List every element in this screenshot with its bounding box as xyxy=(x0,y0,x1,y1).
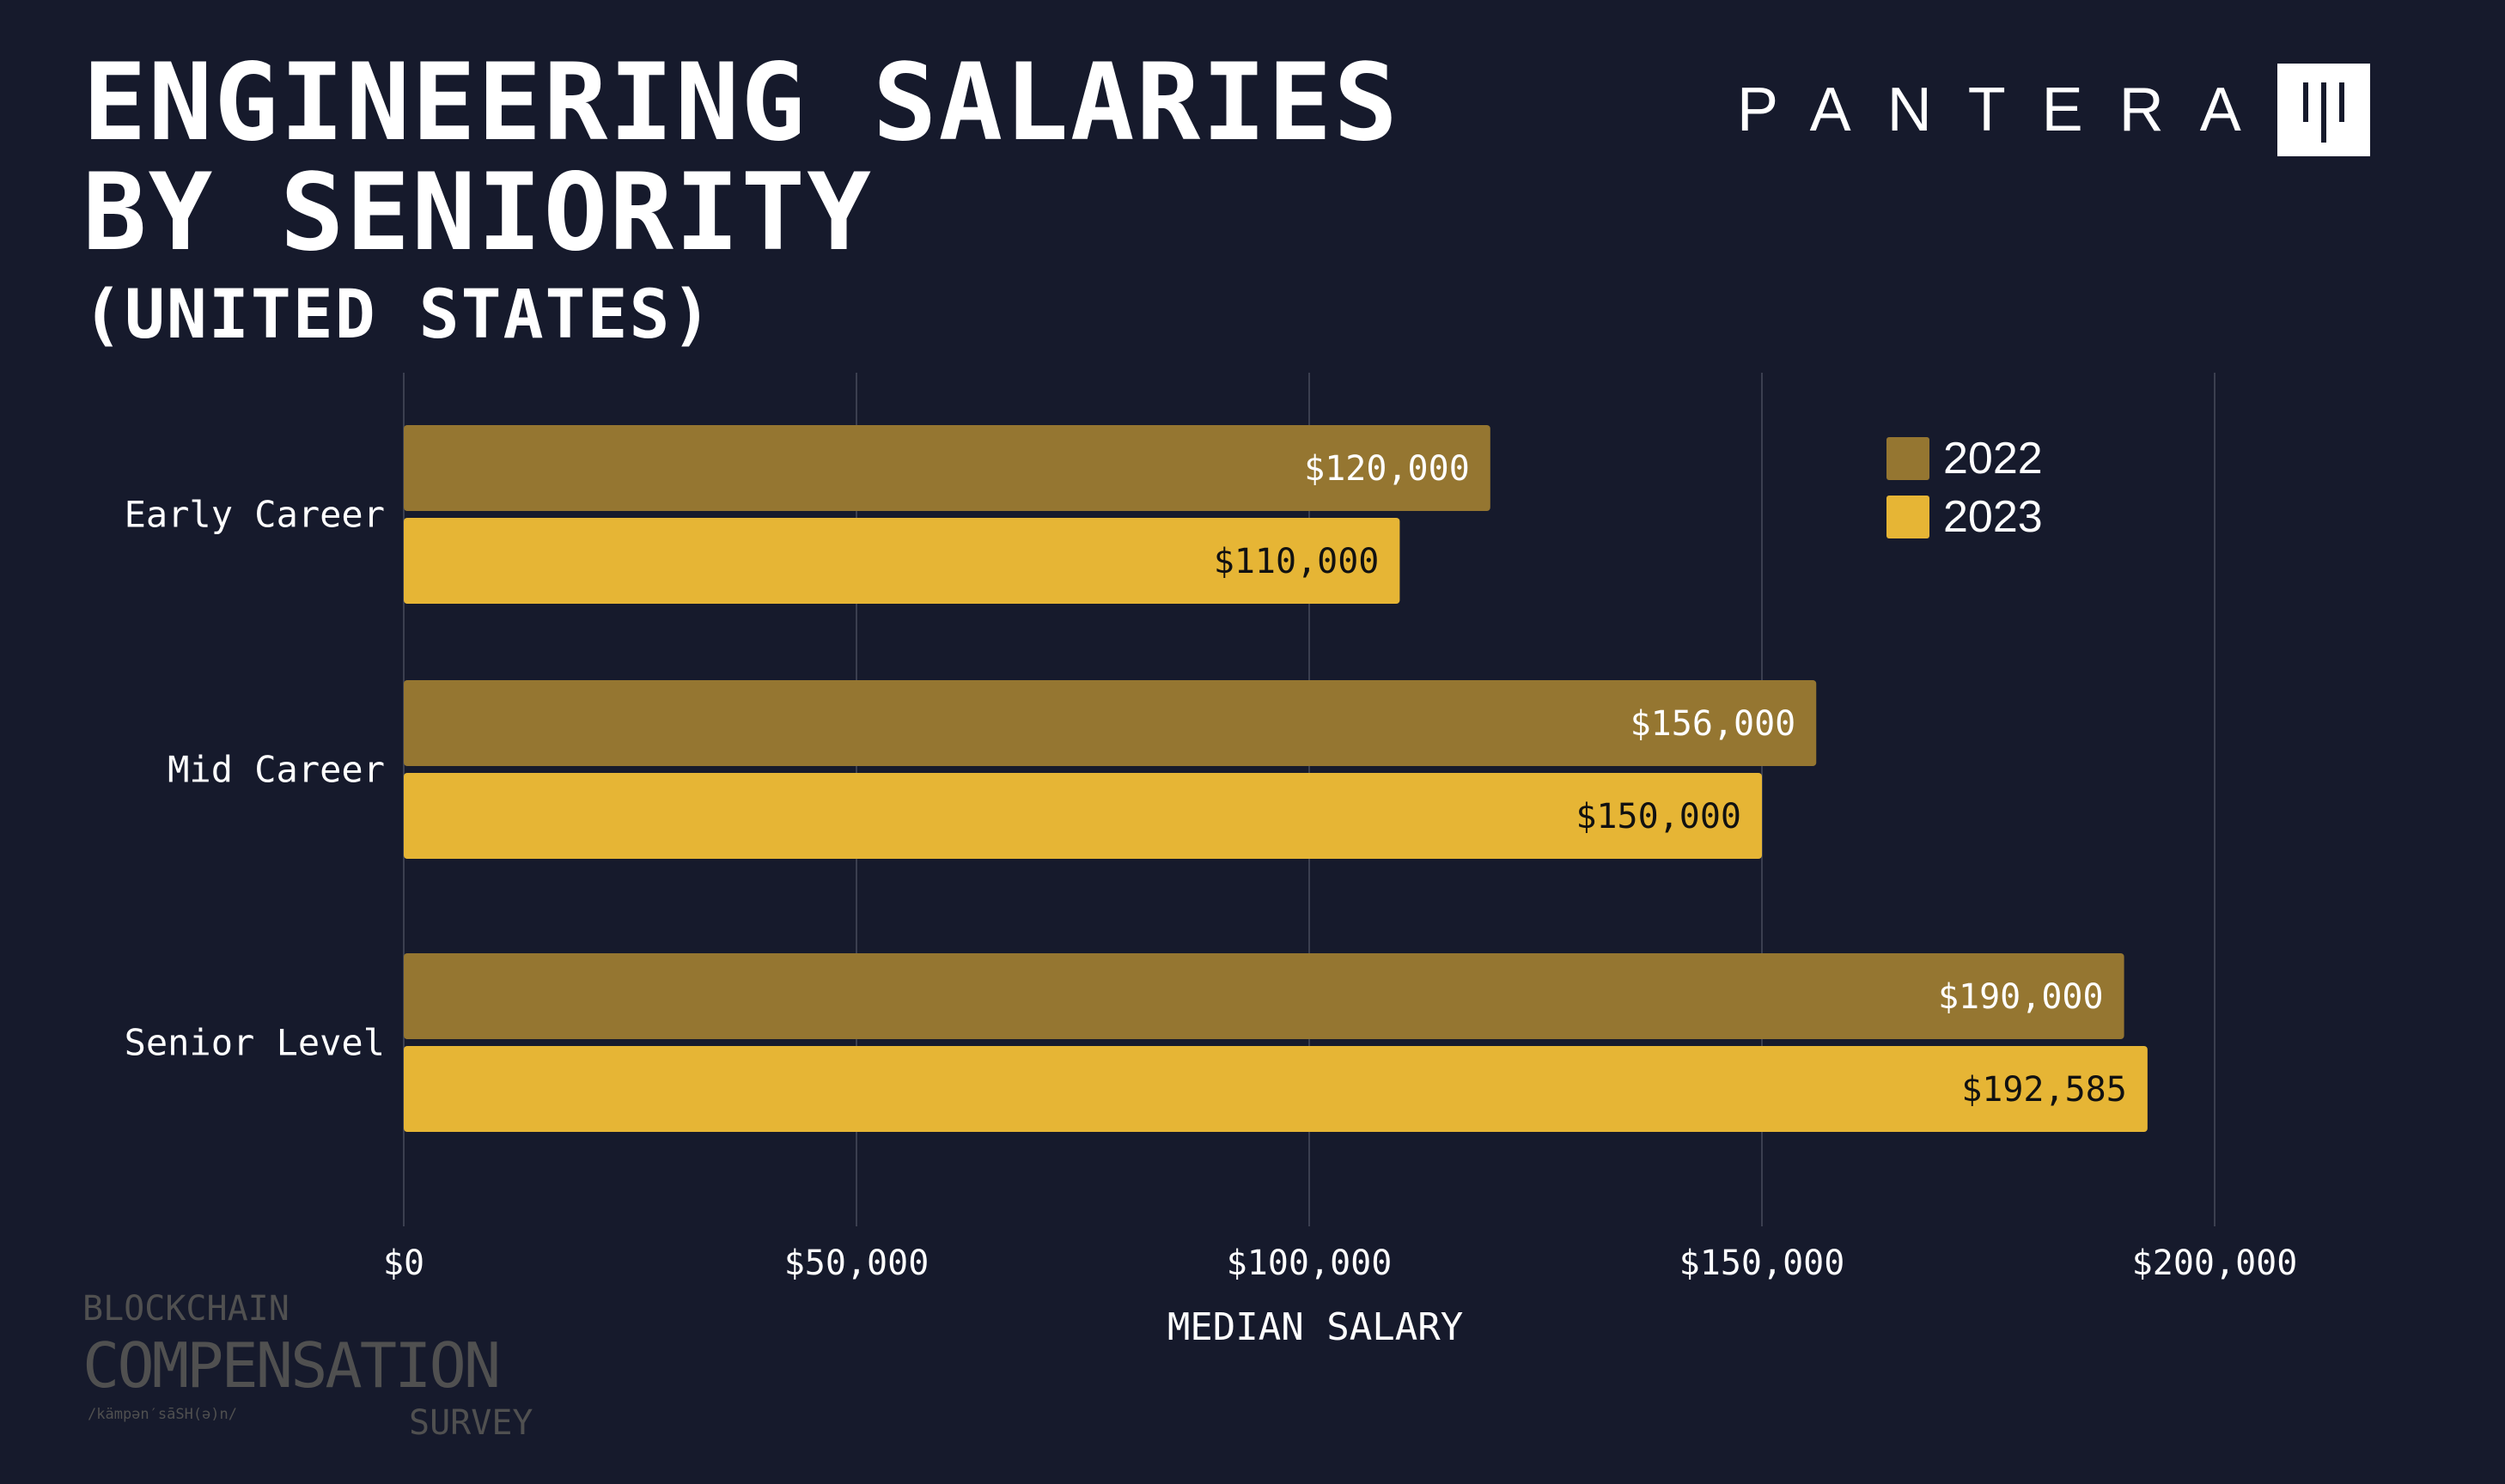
bar-value-label: $120,000 xyxy=(1304,449,1470,489)
category-label: Senior Level xyxy=(124,1021,385,1064)
bar-2022 xyxy=(404,425,1490,511)
bar-value-label: $150,000 xyxy=(1576,797,1741,836)
legend-swatch-2023 xyxy=(1886,496,1929,538)
survey-watermark: BLOCKCHAIN COMPENSATION /kämpən′sāSH(ə)n… xyxy=(82,1288,533,1443)
x-tick-label: $100,000 xyxy=(1226,1244,1393,1283)
x-axis-label: MEDIAN SALARY xyxy=(1167,1305,1464,1349)
category-label: Early Career xyxy=(124,493,385,536)
title-line-2: BY SENIORITY xyxy=(82,151,873,275)
bar-2023 xyxy=(404,1046,2148,1132)
bar-2022 xyxy=(404,680,1817,766)
bar-2023 xyxy=(404,773,1762,859)
watermark-survey: SURVEY xyxy=(409,1403,533,1443)
legend-label-2022: 2022 xyxy=(1943,434,2043,484)
pantera-logo: PANTERA xyxy=(1737,62,2370,158)
legend-swatch-2022 xyxy=(1886,437,1929,480)
title-line-1: ENGINEERING SALARIES xyxy=(82,41,1400,165)
bar-2022 xyxy=(404,953,2124,1039)
x-tick-label: $200,000 xyxy=(2131,1244,2298,1283)
logo-text: PANTERA xyxy=(1737,76,2277,144)
x-tick-label: $0 xyxy=(382,1244,425,1283)
chart-subtitle: (UNITED STATES) xyxy=(82,277,714,354)
pantera-mark-icon xyxy=(2276,64,2370,156)
bar-value-label: $110,000 xyxy=(1214,542,1380,581)
bar-value-label: $156,000 xyxy=(1630,704,1796,744)
watermark-blockchain: BLOCKCHAIN xyxy=(82,1289,290,1329)
category-label: Mid Career xyxy=(168,748,385,791)
chart-title: ENGINEERING SALARIES BY SENIORITY xyxy=(82,48,1399,268)
legend-item-2022: 2022 xyxy=(1886,429,2043,488)
legend-item-2023: 2023 xyxy=(1886,488,2043,546)
x-tick-label: $150,000 xyxy=(1679,1244,1845,1283)
watermark-compensation: COMPENSATION xyxy=(82,1329,501,1402)
bar-value-label: $192,585 xyxy=(1961,1070,2127,1110)
x-tick-label: $50,000 xyxy=(783,1244,929,1283)
bar-2023 xyxy=(404,518,1400,604)
bar-value-label: $190,000 xyxy=(1938,977,2104,1017)
legend: 2022 2023 xyxy=(1886,429,2043,546)
watermark-phonetic: /kämpən′sāSH(ə)n/ xyxy=(88,1406,237,1423)
legend-label-2023: 2023 xyxy=(1943,492,2043,542)
